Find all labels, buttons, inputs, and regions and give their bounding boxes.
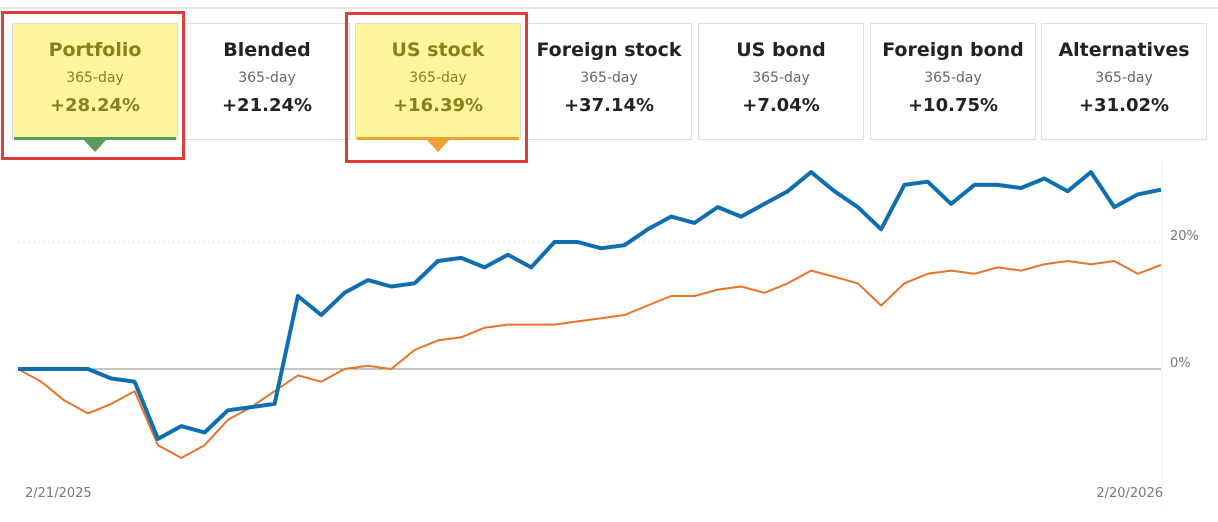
highlight-box (1, 11, 185, 160)
tab[interactable]: US bond 365-day +7.04% (698, 23, 864, 140)
tab-underline (14, 137, 176, 140)
tab-name: Foreign bond (882, 39, 1024, 61)
tab-name: US stock (391, 39, 485, 61)
tab-name: Alternatives (1058, 39, 1190, 61)
tab-period: 365-day (1095, 70, 1153, 86)
tab-change: +7.04% (742, 95, 820, 116)
highlight-box (345, 12, 528, 163)
y-tick-label: 0% (1170, 356, 1191, 371)
tab-period: 365-day (752, 70, 810, 86)
tab-period: 365-day (580, 70, 638, 86)
tab-name: Blended (223, 39, 311, 61)
tab-period: 365-day (66, 70, 124, 86)
tab-name: US bond (736, 39, 826, 61)
tab-name: Portfolio (48, 39, 142, 61)
tab-underline (357, 137, 519, 140)
x-tick-label: 2/21/2025 (25, 486, 92, 501)
tab[interactable]: US stock 365-day +16.39% (355, 23, 521, 140)
tab[interactable]: Foreign stock 365-day +37.14% (526, 23, 692, 140)
tab-change: +37.14% (563, 95, 655, 116)
tab[interactable]: Foreign bond 365-day +10.75% (870, 23, 1036, 140)
tab-change: +31.02% (1078, 95, 1170, 116)
tab-period: 365-day (409, 70, 467, 86)
tab-period: 365-day (924, 70, 982, 86)
tab[interactable]: Alternatives 365-day +31.02% (1041, 23, 1207, 140)
y-tick-label: 20% (1170, 229, 1199, 244)
x-tick-label: 2/20/2026 (1096, 486, 1163, 501)
tab-period: 365-day (238, 70, 296, 86)
tab-name: Foreign stock (536, 39, 682, 61)
tab-change: +21.24% (221, 95, 313, 116)
tab[interactable]: Portfolio 365-day +28.24% (12, 23, 178, 140)
tab-pointer (427, 140, 449, 152)
series-line (17, 260, 1162, 459)
tab-change: +10.75% (907, 95, 999, 116)
tab-pointer (84, 140, 106, 152)
tab-change: +28.24% (49, 95, 141, 116)
series-line (18, 170, 1162, 441)
tab-change: +16.39% (392, 95, 484, 116)
